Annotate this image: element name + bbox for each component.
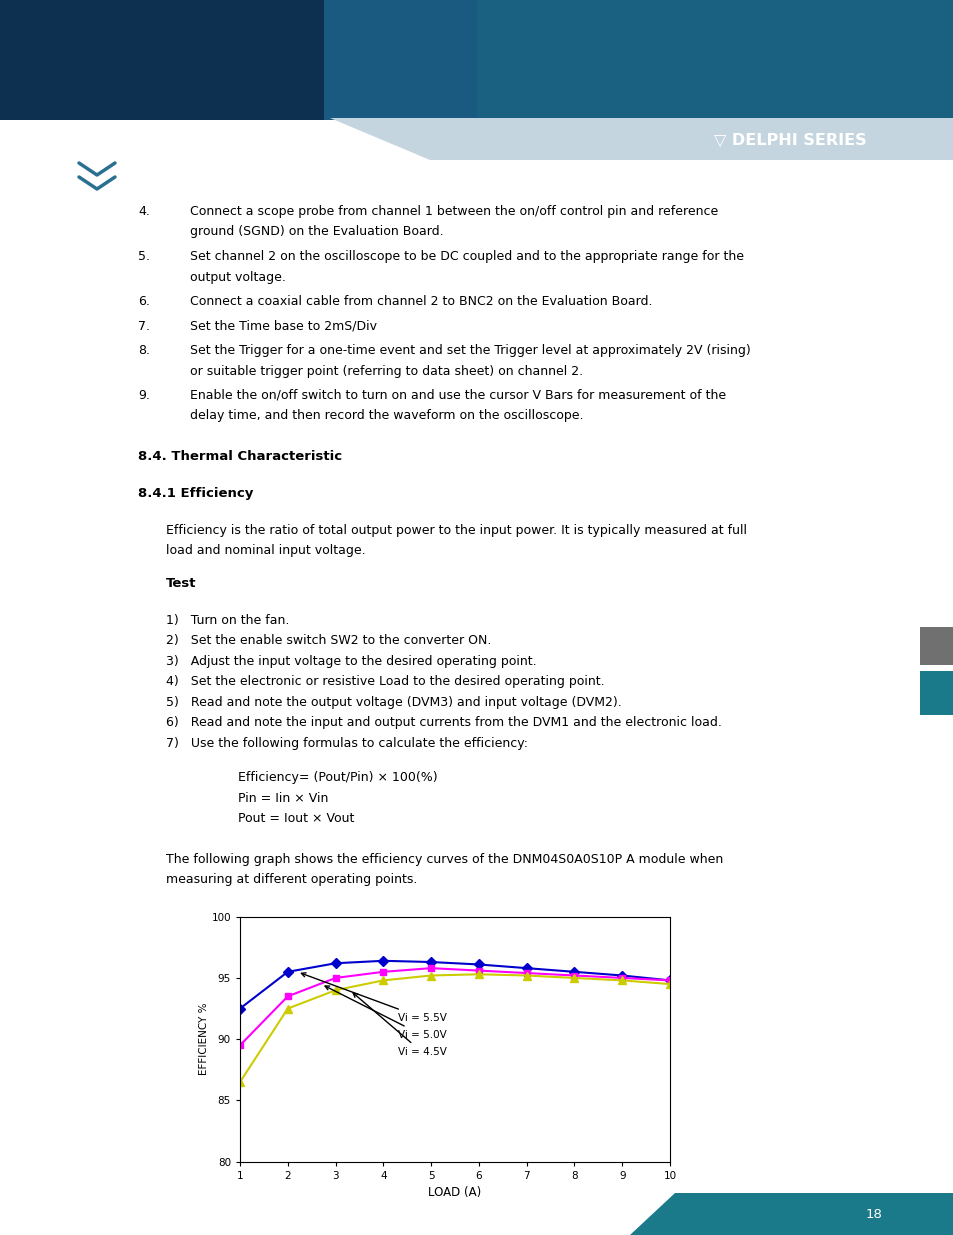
Text: Vi = 5.0V: Vi = 5.0V	[325, 986, 446, 1040]
Text: measuring at different operating points.: measuring at different operating points.	[166, 873, 417, 887]
Text: ground (SGND) on the Evaluation Board.: ground (SGND) on the Evaluation Board.	[190, 226, 443, 238]
Bar	[0, 0, 953, 120]
Text: Pout = Iout × Vout: Pout = Iout × Vout	[237, 813, 354, 825]
Text: load and nominal input voltage.: load and nominal input voltage.	[166, 545, 365, 557]
Bar	[476, 0, 953, 120]
Text: 1)   Turn on the fan.: 1) Turn on the fan.	[166, 614, 289, 626]
Text: or suitable trigger point (referring to data sheet) on channel 2.: or suitable trigger point (referring to …	[190, 364, 582, 378]
Text: 9.: 9.	[138, 389, 150, 403]
Text: Test: Test	[166, 577, 196, 590]
Text: 6)   Read and note the input and output currents from the DVM1 and the electroni: 6) Read and note the input and output cu…	[166, 716, 721, 729]
Text: 8.: 8.	[138, 345, 150, 357]
Bar	[629, 1193, 953, 1235]
Text: 18: 18	[864, 1208, 882, 1220]
Y-axis label: EFFICIENCY %: EFFICIENCY %	[198, 1003, 209, 1076]
Text: 2)   Set the enable switch SW2 to the converter ON.: 2) Set the enable switch SW2 to the conv…	[166, 635, 491, 647]
Text: 5)   Read and note the output voltage (DVM3) and input voltage (DVM2).: 5) Read and note the output voltage (DVM…	[166, 695, 621, 709]
Text: 8.4. Thermal Characteristic: 8.4. Thermal Characteristic	[138, 450, 342, 463]
Text: Enable the on/off switch to turn on and use the cursor V Bars for measurement of: Enable the on/off switch to turn on and …	[190, 389, 725, 403]
Text: 5.: 5.	[138, 249, 150, 263]
Text: The following graph shows the efficiency curves of the DNM04S0A0S10P A module wh: The following graph shows the efficiency…	[166, 852, 722, 866]
Text: Set the Time base to 2mS/Div: Set the Time base to 2mS/Div	[190, 320, 376, 332]
Text: ▽ DELPHI SERIES: ▽ DELPHI SERIES	[713, 132, 865, 147]
Text: 7.: 7.	[138, 320, 150, 332]
Text: 6.: 6.	[138, 295, 150, 308]
Text: output voltage.: output voltage.	[190, 270, 286, 284]
Bar	[0, 0, 496, 120]
X-axis label: LOAD (A): LOAD (A)	[428, 1187, 481, 1199]
Text: Set the Trigger for a one-time event and set the Trigger level at approximately : Set the Trigger for a one-time event and…	[190, 345, 750, 357]
Bar	[919, 627, 953, 664]
Text: 3)   Adjust the input voltage to the desired operating point.: 3) Adjust the input voltage to the desir…	[166, 655, 536, 668]
Polygon shape	[330, 119, 953, 161]
Text: Efficiency= (Pout/Pin) × 100(%): Efficiency= (Pout/Pin) × 100(%)	[237, 771, 437, 784]
Text: delay time, and then record the waveform on the oscilloscope.: delay time, and then record the waveform…	[190, 410, 583, 422]
Bar	[324, 0, 562, 120]
Text: Vi = 5.5V: Vi = 5.5V	[301, 973, 446, 1023]
Text: 7)   Use the following formulas to calculate the efficiency:: 7) Use the following formulas to calcula…	[166, 737, 527, 750]
Bar	[919, 671, 953, 715]
Text: 4)   Set the electronic or resistive Load to the desired operating point.: 4) Set the electronic or resistive Load …	[166, 676, 604, 688]
Text: Vi = 4.5V: Vi = 4.5V	[353, 993, 446, 1057]
Text: Pin = Iin × Vin: Pin = Iin × Vin	[237, 792, 328, 805]
Text: 8.4.1 Efficiency: 8.4.1 Efficiency	[138, 487, 253, 500]
Text: Connect a scope probe from channel 1 between the on/off control pin and referenc: Connect a scope probe from channel 1 bet…	[190, 205, 718, 219]
Text: 4.: 4.	[138, 205, 150, 219]
Text: Efficiency is the ratio of total output power to the input power. It is typicall: Efficiency is the ratio of total output …	[166, 524, 746, 537]
Text: Set channel 2 on the oscilloscope to be DC coupled and to the appropriate range : Set channel 2 on the oscilloscope to be …	[190, 249, 743, 263]
Text: Connect a coaxial cable from channel 2 to BNC2 on the Evaluation Board.: Connect a coaxial cable from channel 2 t…	[190, 295, 652, 308]
Polygon shape	[629, 1193, 675, 1235]
